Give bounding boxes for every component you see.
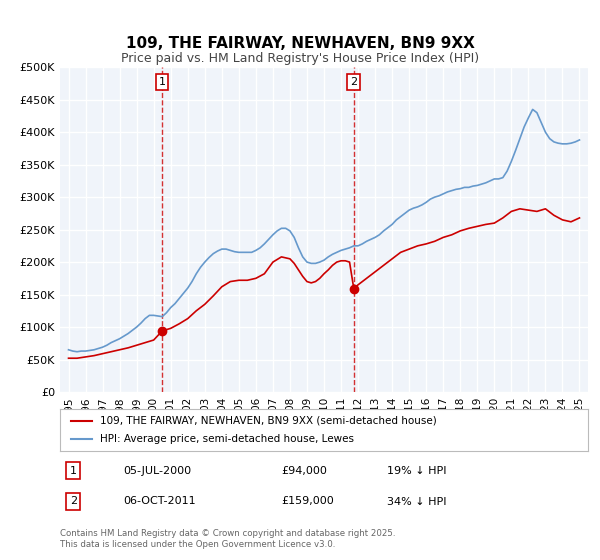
Text: £94,000: £94,000 — [282, 465, 328, 475]
Text: 05-JUL-2000: 05-JUL-2000 — [124, 465, 191, 475]
Text: 19% ↓ HPI: 19% ↓ HPI — [388, 465, 447, 475]
Text: 109, THE FAIRWAY, NEWHAVEN, BN9 9XX (semi-detached house): 109, THE FAIRWAY, NEWHAVEN, BN9 9XX (sem… — [100, 416, 436, 426]
Text: 06-OCT-2011: 06-OCT-2011 — [124, 497, 196, 506]
Text: 34% ↓ HPI: 34% ↓ HPI — [388, 497, 447, 506]
Text: 1: 1 — [70, 465, 77, 475]
Text: 1: 1 — [158, 77, 166, 87]
Text: 109, THE FAIRWAY, NEWHAVEN, BN9 9XX: 109, THE FAIRWAY, NEWHAVEN, BN9 9XX — [125, 36, 475, 52]
Text: 2: 2 — [350, 77, 358, 87]
Text: Contains HM Land Registry data © Crown copyright and database right 2025.
This d: Contains HM Land Registry data © Crown c… — [60, 529, 395, 549]
Text: 2: 2 — [70, 497, 77, 506]
Text: HPI: Average price, semi-detached house, Lewes: HPI: Average price, semi-detached house,… — [100, 434, 353, 444]
Text: £159,000: £159,000 — [282, 497, 335, 506]
Text: Price paid vs. HM Land Registry's House Price Index (HPI): Price paid vs. HM Land Registry's House … — [121, 52, 479, 64]
